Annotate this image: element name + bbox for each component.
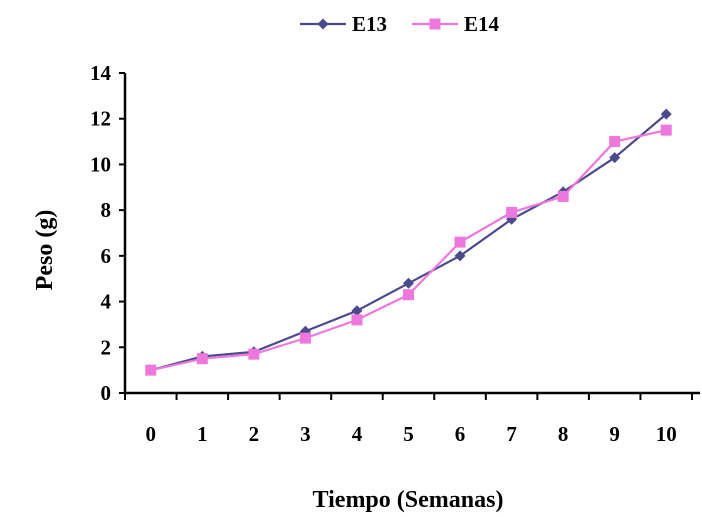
x-tick-label: 8 — [558, 422, 569, 446]
data-point-e14 — [299, 332, 311, 344]
x-tick-label: 7 — [506, 422, 517, 446]
legend-marker — [429, 18, 441, 30]
data-point-e14 — [660, 124, 672, 136]
x-tick-label: 6 — [455, 422, 466, 446]
x-tick-label: 4 — [352, 422, 363, 446]
y-tick-label: 4 — [101, 290, 112, 314]
legend: E13 E14 — [300, 12, 500, 36]
x-tick-label: 5 — [403, 422, 414, 446]
series-line-e13 — [150, 113, 667, 372]
y-tick-label: 10 — [90, 152, 111, 176]
x-tick-label: 2 — [249, 422, 260, 446]
series-e13 — [145, 108, 672, 376]
y-tick-label: 0 — [101, 381, 112, 405]
x-axis-title: Tiempo (Semanas) — [313, 487, 504, 513]
legend-label: E13 — [352, 12, 387, 36]
data-point-e14 — [248, 348, 260, 360]
y-axis-title: Peso (g) — [32, 210, 58, 291]
data-point-e14 — [609, 136, 621, 148]
y-axis: 0 2 4 6 8 10 12 14 — [90, 61, 127, 405]
x-tick-label: 0 — [146, 422, 157, 446]
data-point-e13 — [609, 152, 621, 164]
series-e14 — [145, 124, 672, 376]
x-axis: 0 1 2 3 4 5 6 7 8 9 10 — [124, 391, 700, 446]
x-tick-label: 3 — [300, 422, 311, 446]
data-point-e14 — [557, 190, 569, 202]
x-tick-label: 10 — [656, 422, 677, 446]
y-tick-label: 14 — [90, 61, 112, 85]
legend-marker — [317, 18, 329, 30]
x-tick-label: 9 — [609, 422, 620, 446]
legend-label: E14 — [464, 12, 500, 36]
data-point-e13 — [351, 305, 363, 317]
data-point-e14 — [506, 206, 518, 218]
legend-item-e14: E14 — [412, 12, 500, 36]
data-point-e13 — [403, 277, 414, 289]
series-layer — [145, 108, 672, 376]
data-point-e14 — [403, 289, 414, 301]
data-point-e14 — [196, 353, 208, 365]
y-tick-label: 6 — [101, 244, 112, 268]
legend-item-e13: E13 — [300, 12, 387, 36]
data-point-e14 — [454, 236, 466, 248]
y-tick-label: 2 — [101, 335, 112, 359]
y-tick-label: 12 — [90, 107, 111, 131]
series-line-e14 — [150, 129, 667, 372]
y-tick-label: 8 — [101, 198, 112, 222]
data-point-e14 — [145, 364, 157, 376]
data-point-e13 — [660, 108, 672, 120]
x-tick-label: 1 — [197, 422, 208, 446]
data-point-e13 — [454, 250, 466, 262]
data-point-e14 — [351, 314, 363, 326]
